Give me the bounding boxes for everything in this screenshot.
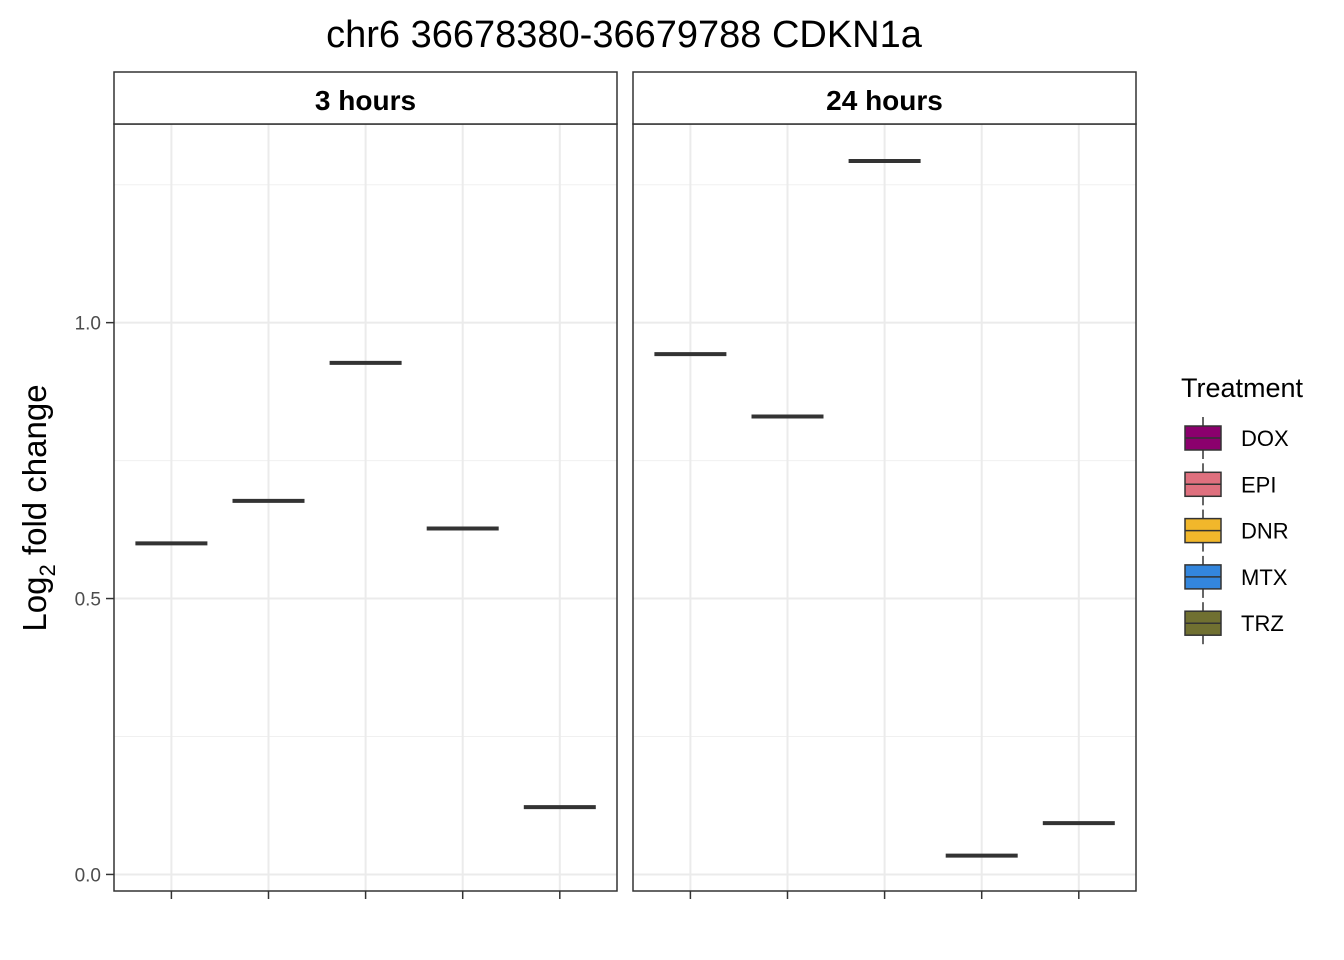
y-axis: 0.0 0.5 1.0 (75, 314, 114, 886)
legend-label-epi: EPI (1241, 472, 1276, 497)
legend-key-dox (1184, 417, 1222, 459)
legend-label-trz: TRZ (1241, 611, 1284, 636)
y-tick-label: 1.0 (75, 314, 101, 335)
legend-title: Treatment (1181, 373, 1304, 403)
legend: Treatment DOX EPI DNR MTX TRZ (1181, 373, 1304, 645)
y-axis-title: Log2 fold change (16, 384, 60, 631)
facet-panel-2: 24 hours (632, 71, 1137, 899)
facet-strip (632, 71, 1137, 125)
legend-label-dox: DOX (1241, 426, 1289, 451)
legend-label-dnr: DNR (1241, 519, 1289, 544)
legend-key-mtx (1184, 555, 1222, 598)
y-tick-label: 0.0 (75, 865, 101, 886)
facet-strip (113, 71, 618, 125)
facet-panels: 3 hours 24 hours (113, 71, 1137, 899)
chart-title: chr6 36678380-36679788 CDKN1a (326, 14, 923, 56)
facet-panel-1: 3 hours (113, 71, 618, 899)
y-tick-label: 0.5 (75, 590, 101, 611)
legend-key-epi (1184, 463, 1222, 506)
legend-key-trz (1184, 602, 1222, 645)
facet-strip-label: 24 hours (826, 85, 943, 116)
legend-label-mtx: MTX (1241, 565, 1288, 590)
facet-strip-label: 3 hours (315, 85, 416, 116)
legend-key-dnr (1184, 509, 1222, 552)
